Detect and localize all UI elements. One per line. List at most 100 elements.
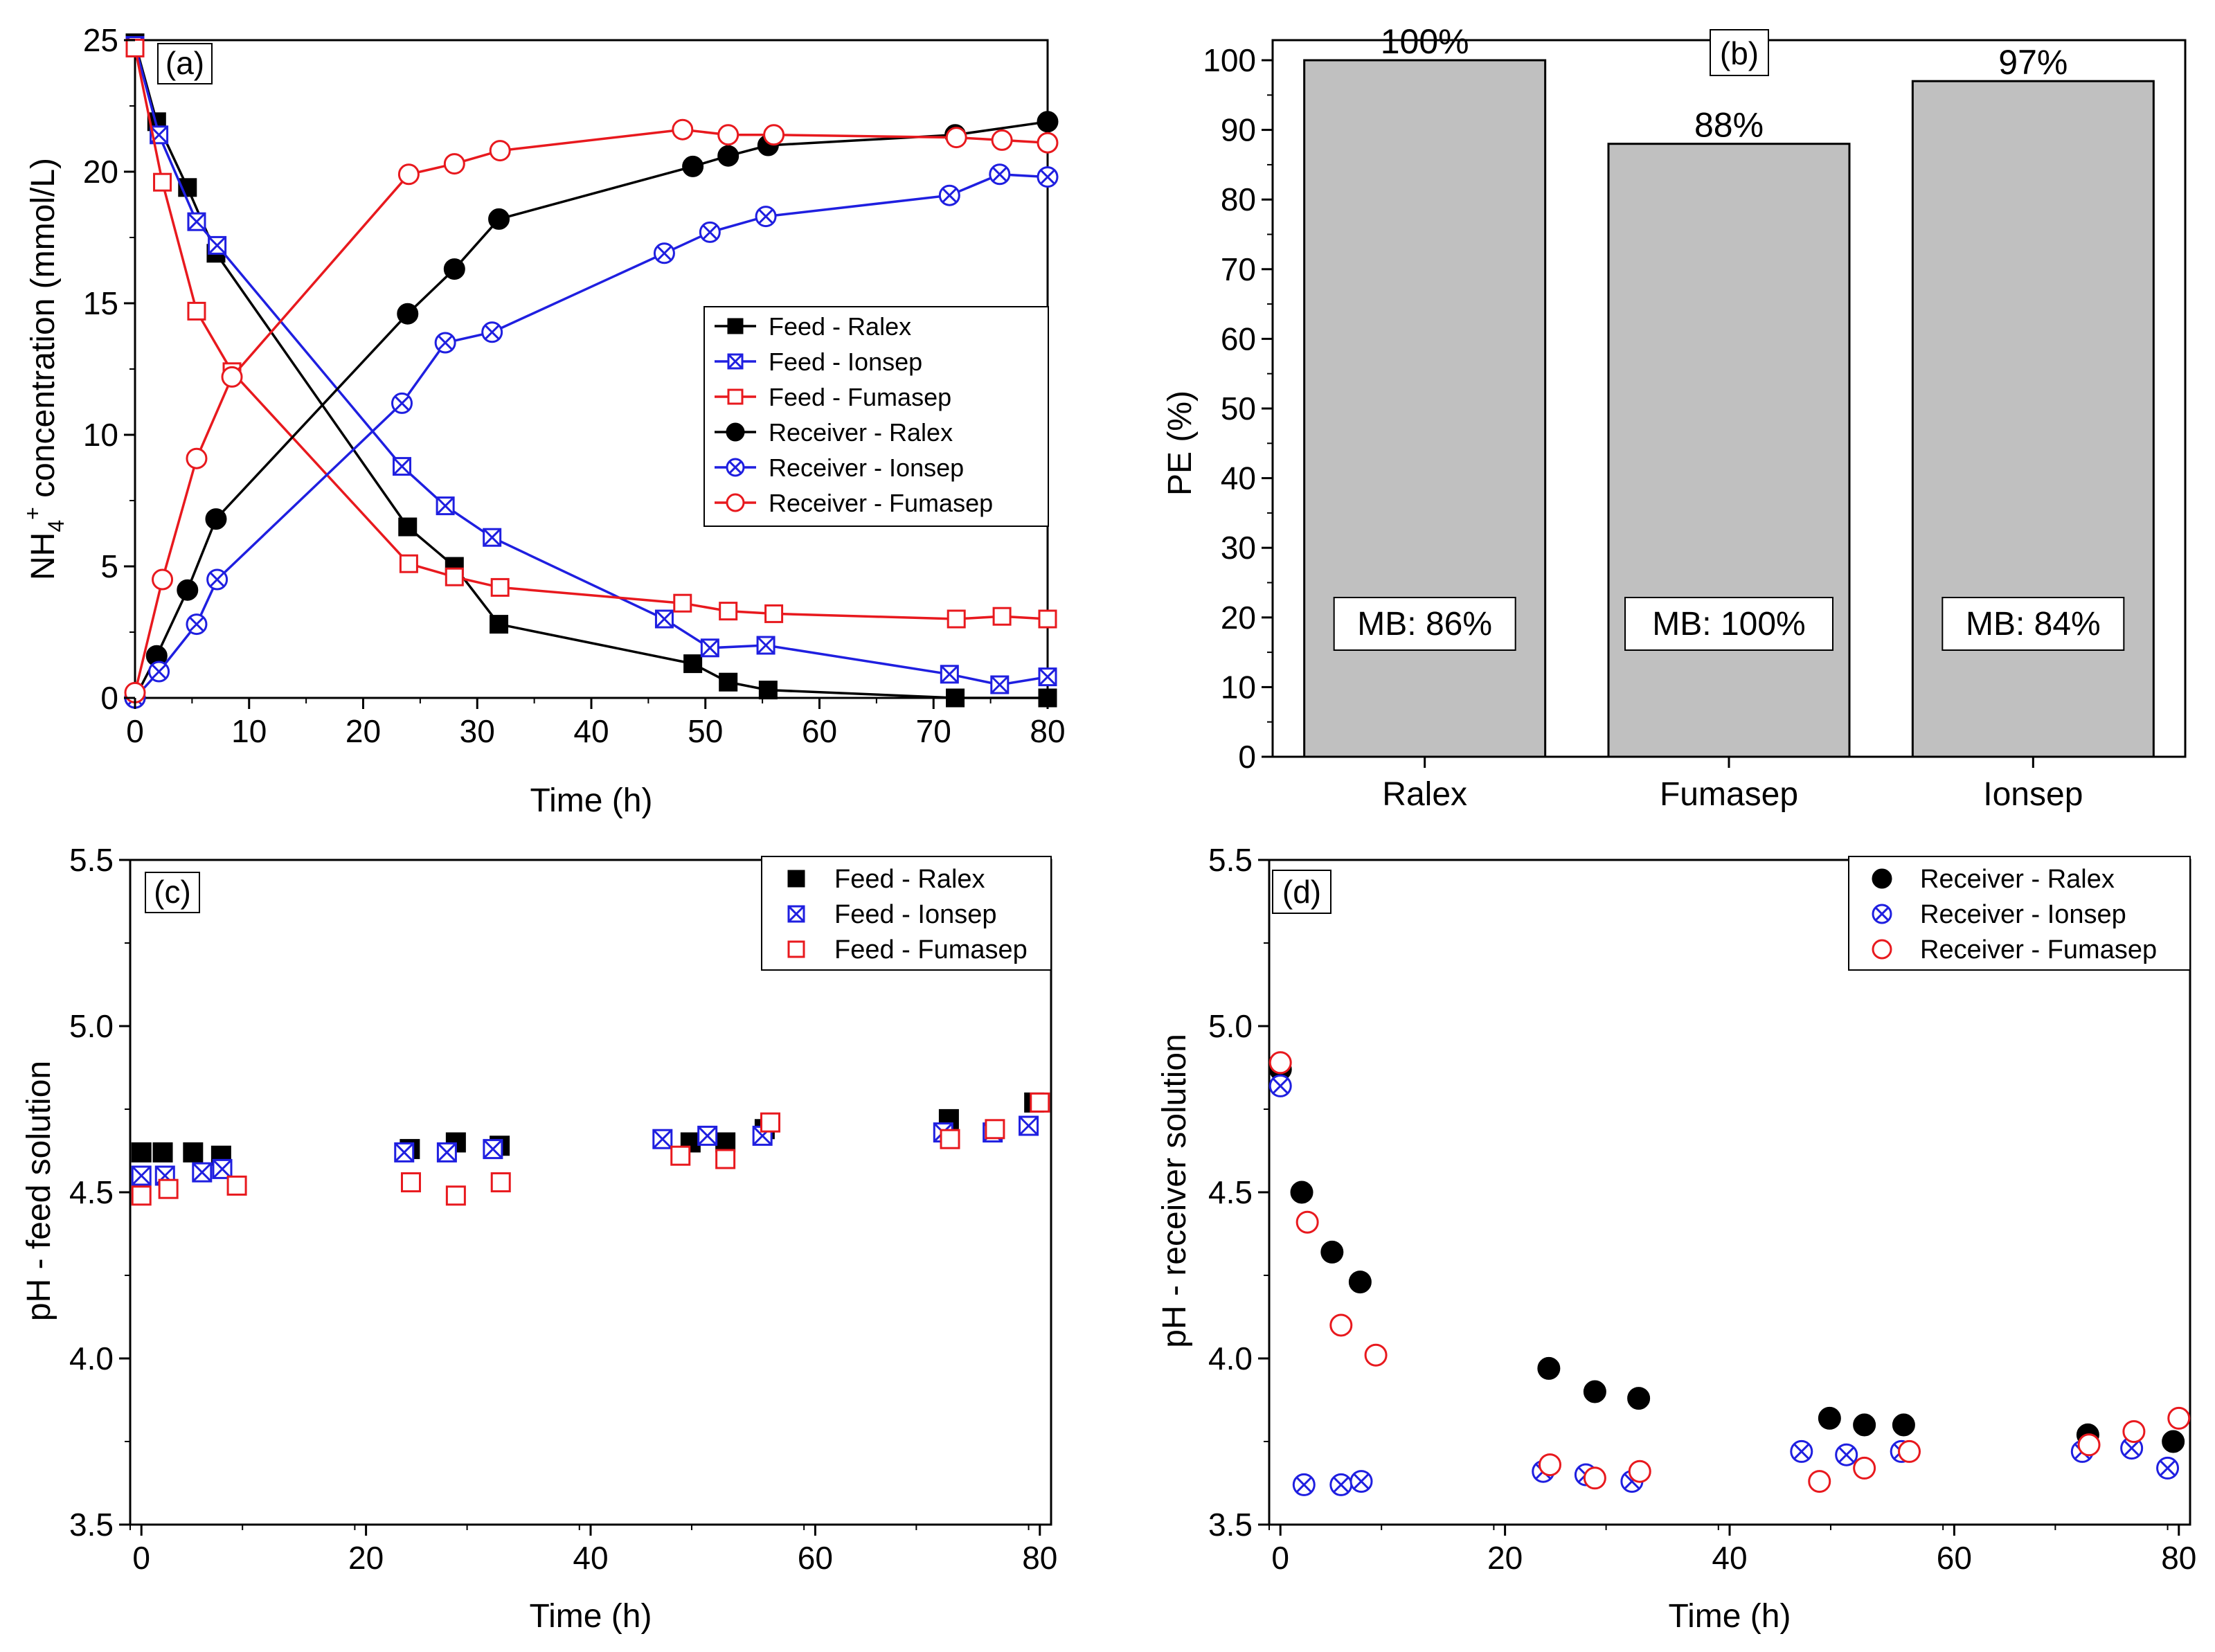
a-feed-ionsep-point xyxy=(1038,667,1057,687)
a-receiver-ralex-point-shape xyxy=(205,508,227,530)
c-feed-fumasep-point xyxy=(490,1172,511,1193)
c-feed-fumasep-point xyxy=(445,1185,466,1206)
d-receiver-fumasep-point xyxy=(1329,1313,1353,1337)
a-feed-fumasep-point xyxy=(764,604,784,623)
y-tick-label: 70 xyxy=(1221,251,1256,287)
a-receiver-ralex-point xyxy=(682,155,704,177)
y-tick-label: 80 xyxy=(1221,181,1256,217)
c-feed-ionsep-point xyxy=(192,1162,213,1183)
d-receiver-fumasep-point xyxy=(2122,1420,2146,1444)
a-receiver-ralex-point xyxy=(717,145,739,167)
c-feed-ralex-point xyxy=(131,1142,152,1162)
d-receiver-ionsep-point xyxy=(1329,1473,1353,1496)
d-receiver-fumasep-point-shape xyxy=(1538,1453,1561,1477)
a-receiver-fumasep-point xyxy=(1037,132,1059,154)
a-feed-ralex-point-shape xyxy=(178,178,197,197)
y-tick-label: 0 xyxy=(1238,739,1256,775)
d-receiver-ralex-point-shape xyxy=(1583,1380,1606,1403)
d-receiver-ionsep-point-cross2 xyxy=(1333,1476,1349,1493)
panel-b-ralex-value-label: 100% xyxy=(1381,22,1469,61)
panel-c-tag: (c) xyxy=(154,874,191,910)
a-receiver-fumasep-point-shape xyxy=(717,124,739,146)
d-receiver-ionsep-point xyxy=(1349,1470,1373,1493)
d-receiver-fumasep-point-shape xyxy=(1329,1313,1353,1337)
a-receiver-fumasep-point-shape xyxy=(672,118,694,141)
c-feed-ralex-point-shape xyxy=(152,1142,173,1162)
d-receiver-fumasep-point-shape xyxy=(1583,1466,1606,1490)
a-receiver-ralex-point-shape xyxy=(443,258,465,280)
panel-b-ylabel: PE (%) xyxy=(1162,390,1199,496)
d-receiver-fumasep-point-shape xyxy=(1295,1210,1319,1234)
c-feed-fumasep-point xyxy=(715,1149,736,1169)
a-legend-feed-ionsep-swatch-cross2 xyxy=(727,353,744,370)
a-receiver-ionsep-point xyxy=(653,242,675,264)
a-receiver-fumasep-point xyxy=(672,118,694,141)
a-feed-fumasep-point xyxy=(125,38,145,57)
d-receiver-ralex-point-shape xyxy=(1290,1180,1313,1204)
panel-c-ylabel: pH - feed solution xyxy=(21,1061,57,1321)
d-receiver-fumasep-point xyxy=(1295,1210,1319,1234)
a-legend-receiver-ionsep-swatch-cross2 xyxy=(728,460,742,474)
c-feed-ionsep-point xyxy=(752,1125,773,1146)
panel-b-ionsep-mb-box xyxy=(1942,597,2125,651)
panel-b-ralex-mb-label: MB: 86% xyxy=(1357,606,1492,643)
panel-d-xlabel: Time (h) xyxy=(1669,1598,1791,1635)
y-tick-label: 30 xyxy=(1221,530,1256,566)
d-receiver-fumasep-point xyxy=(1853,1456,1876,1480)
a-feed-fumasep-point xyxy=(1038,609,1057,629)
y-tick-label: 90 xyxy=(1221,112,1256,148)
a-feed-fumasep-point-shape xyxy=(445,567,464,586)
c-legend-feed-fumasep-label: Feed - Fumasep xyxy=(834,935,1028,964)
a-feed-ionsep-point xyxy=(940,665,959,684)
d-legend-receiver-fumasep-label: Receiver - Fumasep xyxy=(1920,935,2157,964)
c-feed-fumasep-point xyxy=(226,1175,247,1196)
c-feed-fumasep-point-shape xyxy=(490,1172,511,1193)
d-receiver-fumasep-point xyxy=(1898,1439,1921,1463)
x-tick-label: 20 xyxy=(348,1540,384,1576)
panel-c-xlabel: Time (h) xyxy=(530,1598,652,1635)
a-feed-ionsep-point-cross2 xyxy=(393,457,411,476)
panel-d-tag: (d) xyxy=(1282,874,1321,910)
x-tick-label: 80 xyxy=(1022,1540,1057,1576)
c-feed-ionsep-point-cross2 xyxy=(483,1139,503,1159)
panel-a-ylabel: NH4+ concentration (mmol/L) xyxy=(20,158,69,580)
d-receiver-ralex-point xyxy=(1290,1180,1313,1204)
y-tick-label: 50 xyxy=(1221,390,1256,427)
x-tick-label: 60 xyxy=(1937,1540,1972,1576)
c-feed-ionsep-point-cross2 xyxy=(212,1159,233,1179)
a-legend-feed-fumasep-swatch-shape xyxy=(727,388,744,405)
a-receiver-ionsep-point-cross2 xyxy=(484,324,500,340)
x-tick-label: 40 xyxy=(573,1540,608,1576)
a-receiver-ralex-point xyxy=(443,258,465,280)
a-legend-feed-fumasep-label: Feed - Fumasep xyxy=(769,383,951,411)
a-feed-ralex-point-shape xyxy=(758,681,778,700)
a-feed-fumasep-point xyxy=(153,172,172,192)
panel-a-tag-box xyxy=(157,43,213,84)
a-feed-fumasep-point-shape xyxy=(153,172,172,192)
a-receiver-ionsep-point xyxy=(1037,166,1059,188)
a-receiver-fumasep-point-shape xyxy=(945,127,967,149)
c-legend-feed-fumasep-swatch xyxy=(787,940,805,958)
d-receiver-fumasep-point-shape xyxy=(1898,1439,1921,1463)
a-receiver-fumasep-point xyxy=(443,153,465,175)
panel-a-xlabel: Time (h) xyxy=(530,782,653,819)
c-legend-feed-ionsep-swatch-cross2 xyxy=(787,905,805,923)
d-receiver-fumasep-point xyxy=(1364,1343,1388,1367)
c-feed-fumasep-point-shape xyxy=(670,1145,691,1166)
c-feed-fumasep-point-shape xyxy=(131,1185,152,1206)
c-feed-fumasep-point-shape xyxy=(940,1129,960,1149)
a-feed-ionsep-point xyxy=(393,457,412,476)
d-receiver-fumasep-point xyxy=(1628,1460,1651,1483)
a-receiver-fumasep-point-shape xyxy=(397,163,420,186)
y-tick-label: 0 xyxy=(100,680,118,716)
d-receiver-ralex-point xyxy=(1853,1413,1876,1437)
c-feed-ionsep-point-cross2 xyxy=(697,1126,717,1146)
a-receiver-ionsep-point-cross2 xyxy=(656,245,672,261)
c-feed-fumasep-point-shape xyxy=(985,1119,1005,1140)
d-receiver-ralex-point-shape xyxy=(1320,1240,1344,1264)
a-receiver-ionsep-point xyxy=(186,613,208,636)
x-tick-label: 80 xyxy=(2161,1540,2196,1576)
c-feed-fumasep-point-shape xyxy=(226,1175,247,1196)
y-tick-label: 10 xyxy=(83,417,118,453)
d-receiver-fumasep-point-shape xyxy=(2077,1433,2101,1457)
